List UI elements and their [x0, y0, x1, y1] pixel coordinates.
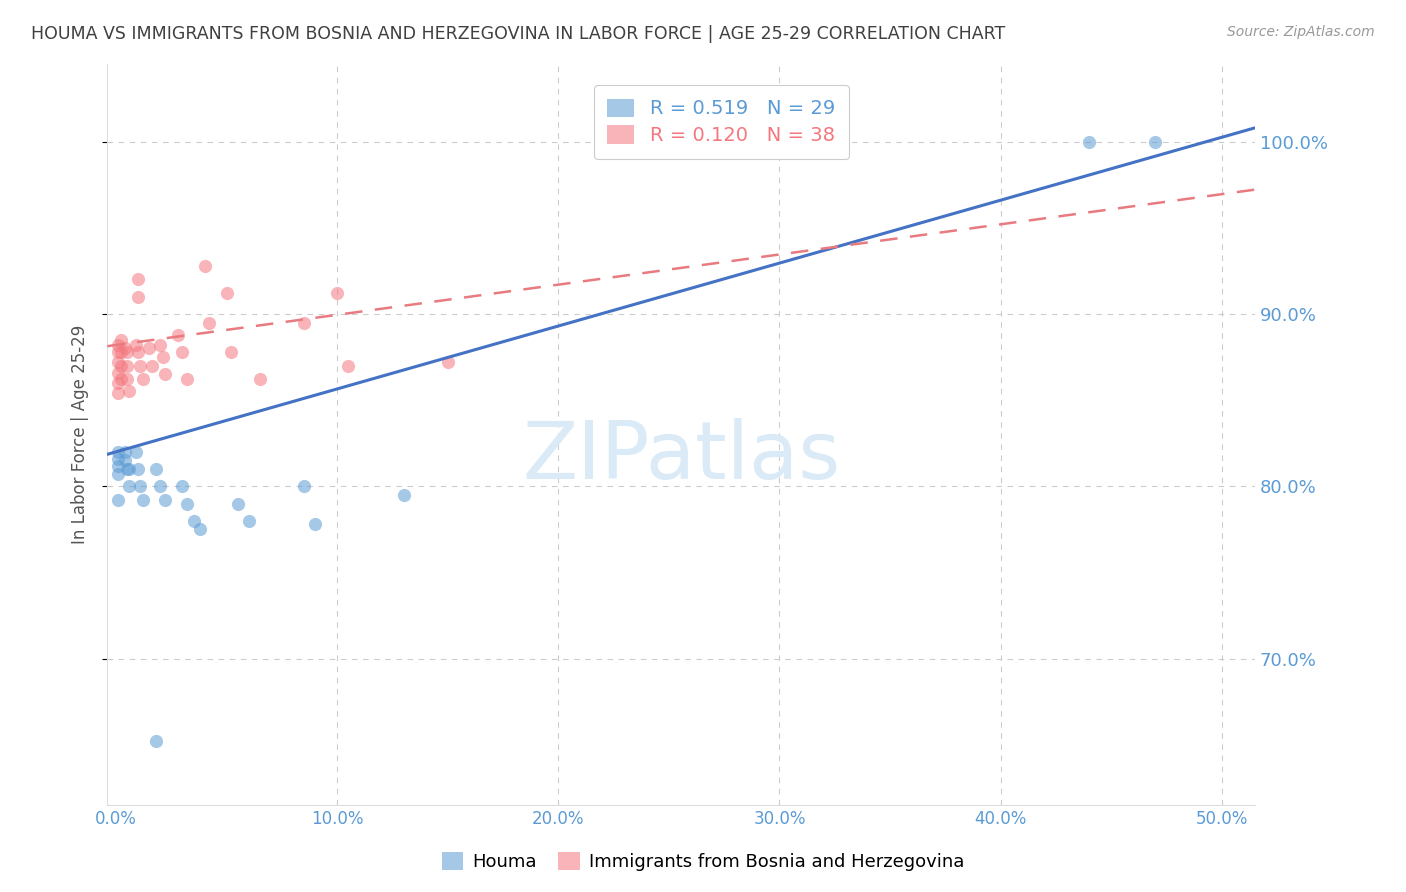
Point — [167, 327, 190, 342]
Point — [176, 372, 198, 386]
Point — [145, 462, 167, 476]
Point — [114, 445, 136, 459]
Point — [131, 493, 153, 508]
Point — [188, 522, 211, 536]
Point — [107, 493, 129, 508]
Point — [107, 376, 129, 390]
Point — [107, 451, 129, 466]
Point — [129, 359, 152, 373]
Point — [153, 493, 176, 508]
Point — [392, 488, 415, 502]
Point — [125, 338, 148, 352]
Point — [107, 467, 129, 482]
Text: HOUMA VS IMMIGRANTS FROM BOSNIA AND HERZEGOVINA IN LABOR FORCE | AGE 25-29 CORRE: HOUMA VS IMMIGRANTS FROM BOSNIA AND HERZ… — [31, 25, 1005, 43]
Point — [176, 496, 198, 510]
Point — [238, 514, 260, 528]
Point — [127, 290, 149, 304]
Point — [436, 355, 458, 369]
Point — [131, 372, 153, 386]
Point — [107, 366, 129, 380]
Point — [292, 479, 315, 493]
Point — [249, 372, 271, 386]
Point — [292, 316, 315, 330]
Point — [118, 479, 141, 493]
Point — [129, 479, 152, 493]
Text: ZIPatlas: ZIPatlas — [522, 417, 841, 496]
Point — [152, 350, 174, 364]
Y-axis label: In Labor Force | Age 25-29: In Labor Force | Age 25-29 — [72, 325, 89, 544]
Point — [1078, 135, 1101, 149]
Point — [219, 344, 242, 359]
Point — [114, 453, 136, 467]
Point — [226, 496, 249, 510]
Point — [110, 359, 132, 373]
Text: Source: ZipAtlas.com: Source: ZipAtlas.com — [1227, 25, 1375, 39]
Point — [149, 479, 172, 493]
Point — [172, 344, 194, 359]
Point — [107, 386, 129, 401]
Point — [118, 384, 141, 399]
Point — [115, 462, 138, 476]
Legend: R = 0.519   N = 29, R = 0.120   N = 38: R = 0.519 N = 29, R = 0.120 N = 38 — [593, 85, 849, 159]
Point — [304, 517, 326, 532]
Point — [125, 445, 148, 459]
Point — [127, 272, 149, 286]
Point — [115, 344, 138, 359]
Point — [107, 458, 129, 473]
Point — [115, 359, 138, 373]
Point — [172, 479, 194, 493]
Point — [115, 372, 138, 386]
Legend: Houma, Immigrants from Bosnia and Herzegovina: Houma, Immigrants from Bosnia and Herzeg… — [434, 846, 972, 879]
Point — [107, 445, 129, 459]
Point — [194, 259, 217, 273]
Point — [337, 359, 360, 373]
Point — [114, 342, 136, 356]
Point — [1144, 135, 1167, 149]
Point — [149, 338, 172, 352]
Point — [110, 333, 132, 347]
Point — [326, 286, 349, 301]
Point — [145, 734, 167, 748]
Point — [118, 462, 141, 476]
Point — [183, 514, 205, 528]
Point — [127, 462, 149, 476]
Point — [110, 372, 132, 386]
Point — [107, 344, 129, 359]
Point — [215, 286, 238, 301]
Point — [153, 368, 176, 382]
Point — [127, 344, 149, 359]
Point — [141, 359, 163, 373]
Point — [110, 344, 132, 359]
Point — [107, 338, 129, 352]
Point — [138, 342, 160, 356]
Point — [107, 355, 129, 369]
Point — [198, 316, 221, 330]
